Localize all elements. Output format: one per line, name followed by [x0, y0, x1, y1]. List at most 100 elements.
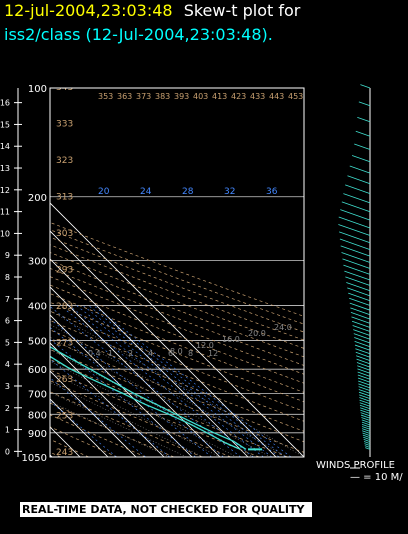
- mixing-ratio-line: [60, 305, 254, 457]
- wind-vector: [361, 419, 371, 424]
- wind-vector: [354, 344, 371, 351]
- dry-adiabat-label: 423: [231, 92, 246, 101]
- height-label: 13: [0, 164, 10, 173]
- wind-vector: [357, 368, 371, 374]
- wind-vector: [364, 445, 371, 448]
- mixing-ratio-label: 20: [98, 187, 110, 197]
- wind-vector: [356, 355, 371, 361]
- wind-vector: [363, 441, 371, 444]
- mixing-ratio-line: [69, 305, 264, 457]
- wind-vector: [360, 407, 371, 412]
- wind-vector: [362, 434, 371, 438]
- wind-vector: [361, 417, 371, 421]
- mixing-ratio-lower-label: 6: [168, 349, 173, 358]
- dry-adiabat-label: 333: [56, 120, 73, 130]
- wind-vector: [343, 264, 371, 275]
- wind-vector: [357, 377, 371, 383]
- dry-adiabat-line: [50, 426, 118, 457]
- wind-vector: [362, 432, 371, 436]
- dry-adiabat-line: [50, 320, 304, 422]
- dry-adiabat-line: [50, 359, 288, 457]
- wind-vector: [357, 371, 371, 377]
- wind-vector: [338, 216, 371, 229]
- plot-frame: [49, 87, 305, 458]
- mixing-ratio-lower-label: 4: [148, 349, 153, 358]
- wind-vector: [357, 365, 371, 371]
- mixing-ratio-line: [93, 305, 292, 457]
- wind-vector: [338, 224, 371, 236]
- wind-vector: [363, 439, 371, 443]
- wind-vector: [340, 245, 371, 257]
- wind-vector: [343, 193, 371, 204]
- wind-vector: [361, 430, 371, 434]
- wind-vector: [355, 351, 371, 358]
- pressure-label: 300: [28, 256, 47, 267]
- pressure-label: 600: [28, 365, 47, 376]
- dry-adiabat-line: [50, 380, 231, 457]
- moist-adiabat-label: 8.0: [170, 347, 183, 356]
- dry-adiabat-label: 393: [174, 92, 189, 101]
- wind-vector: [340, 209, 371, 221]
- wind-vector: [358, 380, 371, 386]
- moist-adiabat-label: 12.0: [196, 341, 214, 350]
- wind-vector: [351, 316, 371, 324]
- wind-vector: [364, 443, 371, 446]
- wind-vector: [361, 421, 371, 426]
- wind-vector: [349, 302, 371, 311]
- moist-adiabat-label: 16.0: [222, 335, 240, 344]
- dry-adiabat-label: 453: [288, 92, 303, 101]
- height-label: 10: [0, 229, 10, 238]
- wind-vector: [359, 402, 371, 407]
- height-label: 12: [0, 186, 10, 195]
- wind-vector: [358, 386, 371, 392]
- wind-vector: [354, 340, 371, 348]
- wind-vector: [347, 175, 371, 185]
- dry-adiabat-label: 443: [269, 92, 284, 101]
- height-label: 15: [0, 120, 10, 129]
- wind-vector: [349, 297, 371, 306]
- mixing-ratio-line: [50, 400, 117, 457]
- wind-vector: [352, 325, 371, 332]
- dry-adiabat-label: 413: [212, 92, 227, 101]
- wind-vector: [356, 358, 371, 365]
- wind-vector: [358, 391, 371, 397]
- title-timestamp: 12-jul-2004,23:03:48: [4, 1, 173, 20]
- wind-vector: [345, 184, 371, 194]
- height-label: 14: [0, 142, 10, 151]
- dry-adiabat-label: 323: [56, 156, 73, 166]
- title-source: iss2/class (12-Jul-2004,23:03:48).: [4, 25, 273, 44]
- wind-vector: [357, 116, 371, 123]
- mixing-ratio-label: 24: [140, 187, 152, 197]
- wind-vector: [350, 307, 371, 316]
- dry-adiabat-label: 273: [56, 339, 73, 349]
- title-label: Skew-t plot for: [183, 1, 301, 20]
- wind-vector: [360, 412, 371, 417]
- isotherm-line: [50, 202, 304, 457]
- pressure-label: 400: [28, 302, 47, 313]
- mixing-ratio-line: [50, 358, 170, 457]
- isotherm-line: [50, 230, 277, 457]
- wind-vector: [350, 312, 371, 320]
- wind-vector: [349, 165, 371, 174]
- height-label: 4: [5, 360, 10, 369]
- pressure-label: 200: [28, 193, 47, 204]
- moist-adiabat-line: [50, 401, 170, 457]
- wind-vector: [351, 320, 371, 328]
- dry-adiabat-line: [50, 222, 304, 317]
- moist-adiabat-label: 24.0: [274, 323, 292, 332]
- wind-vector: [354, 143, 371, 150]
- dry-adiabat-label: 303: [56, 229, 73, 239]
- quality-banner: REAL-TIME DATA, NOT CHECKED FOR QUALITY: [20, 502, 312, 517]
- moist-adiabat-line: [50, 381, 204, 457]
- wind-vector: [356, 362, 371, 368]
- winds-scale-label: — = 10 M/: [350, 472, 403, 483]
- pressure-label: 100: [28, 84, 47, 95]
- dry-adiabat-label: 263: [56, 375, 73, 385]
- wind-vector: [341, 252, 371, 263]
- dry-adiabat-line: [50, 391, 203, 457]
- wind-vector: [355, 130, 371, 137]
- wind-vector: [359, 399, 371, 405]
- dry-adiabat-line: [50, 293, 304, 393]
- wind-vector: [339, 238, 371, 250]
